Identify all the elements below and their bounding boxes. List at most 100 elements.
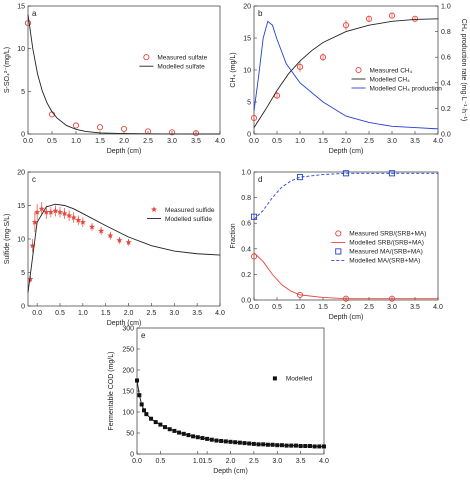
legend-label: Modelled xyxy=(286,376,313,383)
y2-tick-label: 0.6 xyxy=(441,55,451,62)
x-axis-label: Depth (cm) xyxy=(107,148,142,155)
legend-label: Measured CH₄ xyxy=(370,67,413,74)
data-point xyxy=(192,130,200,137)
y2-tick-label: 0.4 xyxy=(441,80,451,87)
x-tick-label: 1.5 xyxy=(318,304,328,311)
legend-label: Modelled MA/(SRB+MA) xyxy=(349,258,420,265)
data-point xyxy=(158,422,163,427)
series-line xyxy=(136,380,324,447)
data-point xyxy=(298,444,303,449)
legend: Measured SRB/(SRB+MA) Modelled SRB/(SRB+M… xyxy=(331,230,426,265)
data-point xyxy=(75,217,82,223)
x-tick-label: 4.0 xyxy=(433,304,443,311)
y2-tick-label: 1.0 xyxy=(441,4,451,11)
data-point xyxy=(388,12,396,19)
data-point xyxy=(261,442,266,447)
legend-swatch xyxy=(272,376,277,381)
legend-label: Measured SRB/(SRB+MA) xyxy=(349,231,426,238)
data-point xyxy=(153,420,158,425)
plot-frame xyxy=(27,171,221,307)
data-point xyxy=(24,20,32,27)
x-tick-label: 0.5 xyxy=(156,458,166,465)
panel-letter: e xyxy=(141,331,146,340)
x-tick-label: 4.0 xyxy=(433,138,443,145)
data-point xyxy=(181,431,186,436)
legend-label: Measured sulfate xyxy=(157,55,207,62)
y-tick-label: 15 xyxy=(17,4,25,11)
x-tick-label: 0.5 xyxy=(272,138,282,145)
x-axis-label: Depth (cm) xyxy=(213,468,248,475)
legend: Modelled xyxy=(272,376,313,383)
data-point xyxy=(265,442,270,447)
legend-item: Measured sulfate xyxy=(143,54,208,62)
data-point xyxy=(98,227,105,234)
legend-item: Modelled CH₄ xyxy=(351,76,411,83)
legend-swatch xyxy=(150,206,158,213)
legend-label: Modelled CH₄ production xyxy=(370,85,443,92)
data-point xyxy=(250,213,258,220)
y2-tick-label: 0.2 xyxy=(441,106,451,113)
data-point xyxy=(135,378,139,383)
x-tick-label: 1.0 xyxy=(193,458,203,465)
legend-label: Modelled sulfide xyxy=(165,216,212,223)
legend-label: Modelled SRB/(SRB+MA) xyxy=(349,240,424,247)
series-0 xyxy=(24,20,200,137)
x-tick-label: 3.0 xyxy=(169,310,179,317)
data-point xyxy=(237,440,242,445)
data-point xyxy=(275,443,280,448)
x-axis-label: Depth (cm) xyxy=(329,314,364,321)
legend-item: Modelled MA/(SRB+MA) xyxy=(331,258,420,265)
x-tick-label: 3.0 xyxy=(167,138,177,145)
panel-letter: d xyxy=(258,175,262,184)
series-0 xyxy=(135,378,326,449)
data-point xyxy=(250,253,258,260)
legend-item: Modelled sulfate xyxy=(139,64,205,71)
data-point xyxy=(342,22,350,29)
y2-axis-label: CH₄ production rate (mg·L⁻¹·h⁻¹) xyxy=(460,19,467,121)
series-1 xyxy=(253,18,439,128)
data-point xyxy=(289,443,294,448)
y-tick-label: 0.8 xyxy=(241,195,251,202)
series-1 xyxy=(27,203,221,293)
x-tick-label: 0.0 xyxy=(249,304,259,311)
x-tick-label: 3.5 xyxy=(410,304,420,311)
panel-letter: c xyxy=(32,175,36,184)
x-tick-label: 2.5 xyxy=(364,138,374,145)
data-point xyxy=(120,125,128,132)
legend-item: Measured SRB/(SRB+MA) xyxy=(335,230,426,238)
x-tick-label: 1.0 xyxy=(295,138,305,145)
y-tick-label: 0.6 xyxy=(241,221,251,228)
x-tick-label: 1.0 xyxy=(78,310,88,317)
data-point xyxy=(251,441,256,446)
legend-item: Modelled xyxy=(272,376,313,383)
data-point xyxy=(293,443,298,448)
x-tick-label: 0.0 xyxy=(132,458,142,465)
data-point xyxy=(47,208,54,215)
x-tick-label: 1.5 xyxy=(95,138,105,145)
legend-swatch xyxy=(335,230,342,237)
y-tick-label: 0.4 xyxy=(241,246,251,253)
data-point xyxy=(168,129,176,136)
series-line xyxy=(253,172,438,220)
legend-label: Modelled CH₄ xyxy=(370,76,411,83)
x-tick-label: 1.5 xyxy=(318,138,328,145)
x-tick-label: 0.0 xyxy=(249,138,259,145)
data-point xyxy=(223,439,228,444)
data-point xyxy=(233,440,238,445)
y-tick-label: 0 xyxy=(247,132,251,139)
x-tick-label: 4.0 xyxy=(215,138,225,145)
data-point xyxy=(296,63,304,70)
data-point xyxy=(61,210,68,217)
y-axis-label: S-SO₄²⁻(mg/L) xyxy=(4,47,11,93)
data-point xyxy=(27,275,34,282)
data-point xyxy=(79,219,86,225)
y-tick-label: 15 xyxy=(243,36,251,43)
series-1 xyxy=(253,252,438,300)
legend-label: Measured MA/(SRB+MA) xyxy=(349,249,423,256)
legend-swatch xyxy=(355,66,362,74)
series-line xyxy=(253,18,439,128)
data-point xyxy=(279,443,284,448)
series-line xyxy=(253,20,439,130)
x-tick-label: 4.0 xyxy=(319,458,329,465)
y-tick-label: 150 xyxy=(122,389,134,396)
